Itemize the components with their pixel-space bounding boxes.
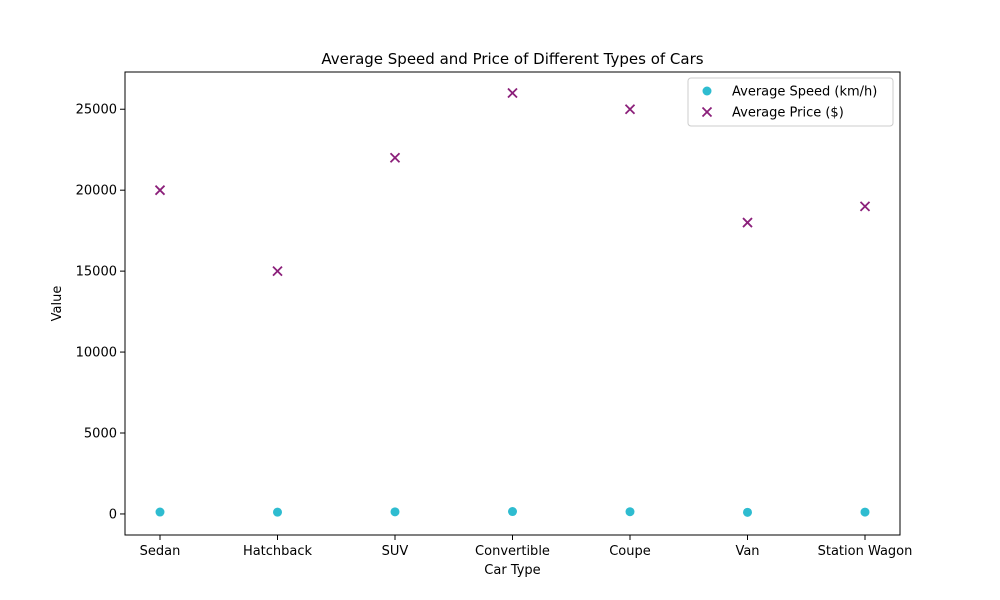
y-tick-label: 10000: [76, 346, 117, 361]
price-point-stroke: [154, 185, 166, 196]
x-tick-label: Coupe: [609, 544, 651, 559]
y-tick-label: 0: [109, 507, 117, 522]
legend-marker-stroke: [701, 106, 713, 118]
legend-entry: Average Price ($): [732, 106, 844, 121]
price-point-stroke: [507, 87, 518, 99]
legend: Average Speed (km/h) Average Price ($): [687, 77, 894, 127]
speed-point: [155, 507, 165, 517]
price-point-stroke: [272, 265, 283, 277]
legend-box: [687, 77, 894, 127]
x-axis-label: Car Type: [484, 563, 540, 578]
price-point: [272, 265, 283, 277]
y-tick-label: 25000: [76, 103, 117, 118]
legend-marker: [701, 106, 713, 118]
legend-entry: Average Speed (km/h): [732, 85, 877, 100]
plot-area: Sedan Hatchback SUV Convertible Coupe Van Stat…: [76, 87, 913, 559]
price-point: [742, 217, 753, 228]
y-tick-label: 20000: [76, 184, 117, 199]
price-point: [507, 87, 518, 99]
x-tick-label: Convertible: [475, 544, 550, 559]
price-point: [389, 152, 401, 163]
price-point-stroke: [742, 217, 753, 228]
price-point: [154, 185, 166, 196]
price-point: [859, 201, 871, 212]
x-tick-label: Station Wagon: [818, 544, 913, 559]
speed-point: [625, 507, 635, 517]
speed-point: [273, 507, 282, 517]
speed-point: [390, 507, 400, 517]
y-tick-label: 5000: [84, 427, 117, 442]
x-tick-label: Sedan: [140, 544, 181, 559]
y-tick-label: 15000: [76, 265, 117, 280]
chart-title: Average Speed and Price of Different Typ…: [321, 50, 703, 68]
x-tick-label: SUV: [382, 544, 409, 559]
speed-point: [743, 507, 752, 517]
x-tick-label: Van: [735, 544, 759, 559]
legend-marker: [702, 86, 712, 96]
price-point-stroke: [389, 152, 401, 163]
price-point-stroke: [624, 104, 636, 115]
price-point: [624, 104, 636, 115]
x-tick-label: Hatchback: [243, 544, 313, 559]
speed-point: [508, 507, 517, 517]
y-axis-label: Value: [50, 286, 65, 322]
axes-frame: [124, 71, 901, 536]
price-point-stroke: [859, 201, 871, 212]
speed-point: [860, 507, 870, 517]
